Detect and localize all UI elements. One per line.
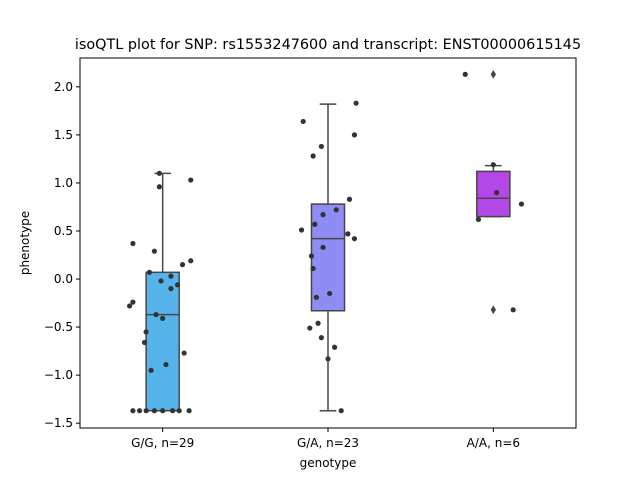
y-tick-label: 1.5 [54, 128, 73, 142]
genotype-group [127, 170, 194, 414]
y-axis: −1.5 −1.0 −0.5 0.0 0.5 1.0 1.5 2.0 [44, 80, 80, 430]
data-point [518, 201, 525, 207]
data-point [141, 339, 148, 346]
data-point [332, 344, 338, 350]
y-tick-label: 1.0 [54, 176, 73, 190]
data-point [315, 320, 321, 326]
data-point [312, 221, 318, 227]
data-point [169, 408, 176, 414]
data-point [351, 132, 358, 138]
data-point [310, 265, 316, 272]
data-point [188, 177, 194, 183]
y-tick-label: −1.0 [44, 368, 73, 382]
data-point [298, 227, 305, 233]
data-point [160, 315, 166, 322]
data-point [130, 299, 136, 305]
data-point [310, 153, 316, 159]
data-point [338, 408, 344, 414]
data-point [333, 207, 339, 213]
y-tick-label: 0.5 [54, 224, 73, 238]
data-point [353, 100, 359, 106]
genotype-group [298, 100, 359, 414]
data-point [151, 408, 157, 414]
data-point [130, 408, 136, 414]
data-point [168, 273, 174, 279]
x-tick-label: G/A, n=23 [297, 436, 359, 450]
data-point [318, 335, 324, 341]
outlier-marker [490, 305, 497, 315]
data-point [462, 71, 468, 77]
data-point [176, 408, 182, 414]
data-point [320, 212, 326, 218]
data-point [151, 248, 157, 254]
data-point [307, 325, 313, 331]
y-tick-label: −1.5 [44, 416, 73, 430]
data-point [318, 143, 324, 150]
data-point [494, 189, 500, 196]
data-point [327, 290, 333, 297]
x-axis-label: genotype [300, 456, 357, 470]
genotype-group [462, 69, 525, 315]
iqr-box [145, 271, 180, 412]
plot-area [127, 69, 525, 414]
data-point [351, 236, 358, 242]
data-point [160, 408, 166, 414]
data-point [156, 184, 162, 190]
y-tick-label: 0.0 [54, 272, 73, 286]
data-point [475, 216, 482, 223]
data-point [300, 118, 306, 125]
x-tick-label: G/G, n=29 [131, 436, 194, 450]
data-point [127, 303, 133, 309]
data-point [143, 329, 149, 335]
data-point [153, 311, 159, 318]
x-axis: G/G, n=29 G/A, n=23 A/A, n=6 [131, 428, 520, 450]
data-point [136, 408, 143, 414]
data-point [163, 361, 169, 368]
data-point [158, 278, 164, 284]
data-point [186, 408, 192, 414]
data-point [168, 286, 174, 292]
data-point [308, 253, 315, 259]
data-point [146, 269, 153, 275]
data-point [325, 356, 331, 362]
data-point [313, 294, 320, 300]
x-tick-label: A/A, n=6 [467, 436, 520, 450]
outlier-marker [490, 69, 497, 79]
y-tick-label: 2.0 [54, 80, 73, 94]
data-point [320, 244, 326, 250]
iqr-box [476, 170, 511, 218]
data-point [174, 282, 181, 288]
data-point [510, 307, 516, 313]
y-tick-label: −0.5 [44, 320, 73, 334]
y-axis-label: phenotype [18, 211, 32, 275]
chart-title: isoQTL plot for SNP: rs1553247600 and tr… [75, 37, 581, 53]
data-point [148, 367, 154, 373]
data-point [490, 162, 496, 168]
data-point [130, 240, 136, 247]
data-point [156, 170, 162, 176]
data-point [143, 408, 149, 414]
data-point [179, 262, 186, 268]
data-point [346, 196, 353, 202]
data-point [345, 231, 351, 237]
data-point [181, 350, 187, 356]
data-point [188, 258, 194, 264]
